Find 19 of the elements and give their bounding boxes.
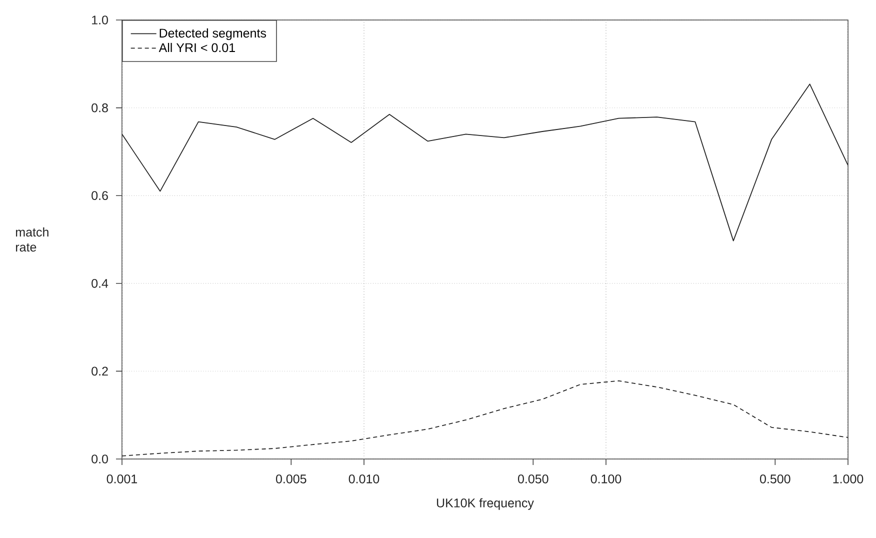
- y-tick-label: 0.8: [92, 103, 108, 112]
- y-axis-title: match rate: [16, 227, 48, 252]
- x-tick-label: 0.001: [106, 474, 138, 484]
- legend-label: All YRI < 0.01: [158, 42, 235, 52]
- x-tick-label: 1.000: [833, 474, 864, 484]
- line-series: [122, 84, 848, 242]
- y-tick-label: 0.4: [92, 278, 108, 288]
- x-tick-label: 0.010: [348, 474, 380, 484]
- y-tick-label: 0.2: [92, 366, 108, 376]
- x-tick-label: 0.050: [518, 474, 548, 484]
- x-tick-label: 0.500: [760, 474, 790, 484]
- y-tick-label: 0.6: [92, 191, 108, 200]
- line-series: [122, 380, 848, 456]
- x-tick-label: 0.100: [590, 474, 622, 484]
- legend-label: Detected segments: [160, 28, 266, 40]
- y-tick-label: 0.0: [92, 454, 108, 464]
- x-axis-title: UK10K frequency: [436, 498, 534, 510]
- y-tick-label: 1.0: [92, 16, 108, 24]
- x-tick-label: 0.005: [276, 474, 306, 484]
